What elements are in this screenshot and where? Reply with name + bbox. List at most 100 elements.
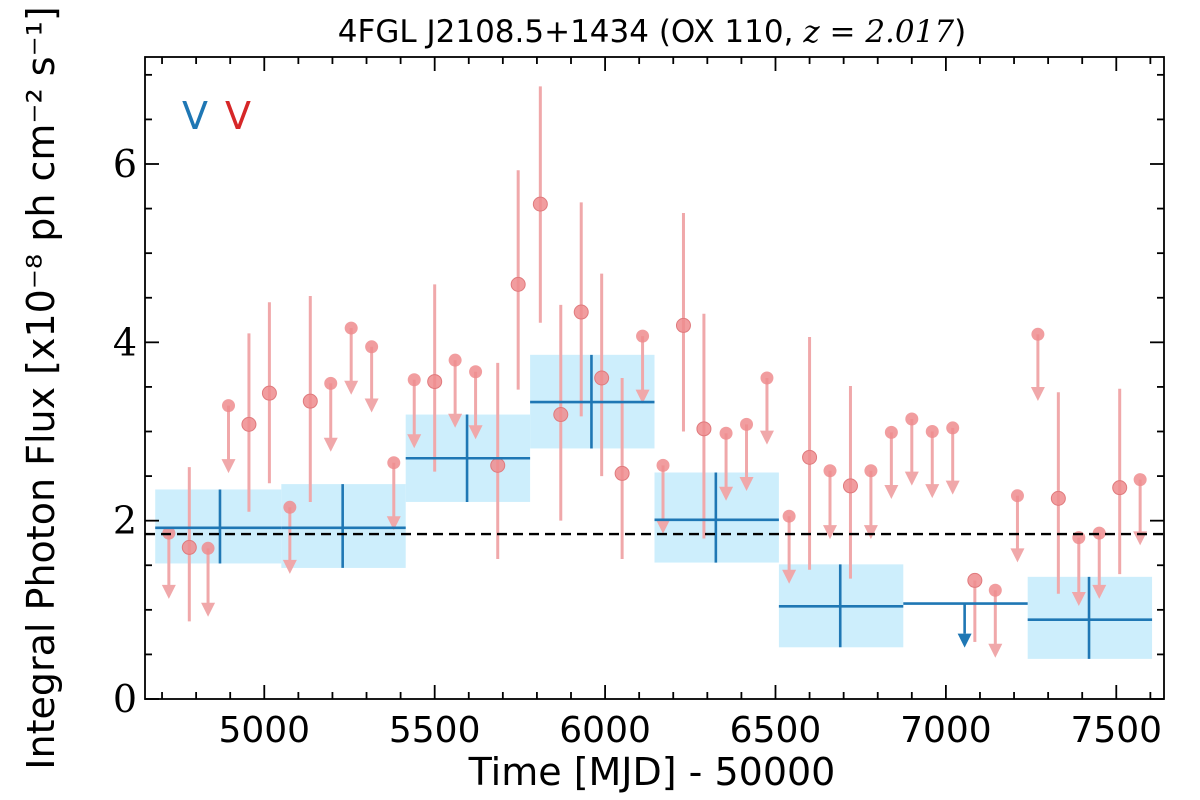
short-bin-limit-arrow — [344, 380, 359, 395]
short-bin-limit-point — [925, 425, 939, 438]
short-bin-limit-point — [864, 464, 878, 478]
short-bin-limit-point — [407, 373, 421, 387]
short-bin-limit-arrow — [988, 643, 1003, 658]
short-bin-limit-arrow — [782, 569, 797, 584]
short-bin-point — [573, 304, 589, 320]
short-bin-limit-arrow — [448, 413, 463, 428]
axis-ticks — [145, 57, 1164, 700]
short-bin-point — [181, 539, 197, 555]
short-bin-point — [594, 370, 610, 386]
short-bin-point — [1050, 490, 1066, 506]
plot-frame — [144, 56, 1165, 700]
short-bin-point — [696, 421, 712, 437]
short-bin-limit-arrow — [1030, 386, 1045, 401]
chart-title: 4FGL J2108.5+1434 (OX 110, z = 2.017) — [338, 14, 966, 50]
x-tick-label: 5500 — [389, 710, 481, 751]
short-bin-limit-point — [201, 541, 215, 555]
x-tick-label: 7500 — [1070, 710, 1162, 751]
short-bin-limit-arrow — [407, 434, 422, 449]
short-bin-limit-arrow — [221, 459, 236, 474]
y-tick-label: 2 — [113, 499, 137, 543]
short-bin-point — [1112, 480, 1128, 496]
short-bin-point — [842, 478, 858, 494]
x-tick-label: 7000 — [900, 710, 992, 751]
y-axis-label: Integral Photon Flux [x10⁻⁸ ph cm⁻² s⁻¹] — [19, 6, 63, 769]
short-bin-limit-arrow — [719, 486, 734, 501]
short-bin-limit-point — [636, 329, 650, 343]
short-bin-limit-arrow — [161, 584, 176, 599]
short-bin-limit-arrow — [823, 525, 838, 540]
short-bin-point — [302, 393, 318, 409]
short-bin-limit-point — [656, 458, 670, 472]
short-bin-limit-point — [344, 321, 358, 335]
short-bin-point — [675, 317, 691, 333]
long-bin-limit-arrow — [957, 633, 972, 648]
short-bin-limit-point — [1133, 473, 1147, 487]
short-bin-point — [553, 407, 569, 423]
short-bin-limit-point — [469, 365, 483, 379]
short-bin-limit-point — [946, 421, 960, 435]
short-bin-point — [510, 276, 526, 292]
short-bin-point — [490, 457, 506, 473]
chart-title-main: 4FGL J2108.5+1434 (OX 110, — [338, 14, 804, 50]
short-bin-point — [967, 572, 983, 588]
short-bin-points — [161, 86, 1148, 658]
short-bin-limit-point — [448, 353, 462, 367]
x-axis-label: Time [MJD] - 50000 — [468, 750, 836, 794]
x-tick-labels: 5000 5500 6000 6500 7000 7500 — [218, 710, 1162, 751]
legend-entry-red: V — [225, 94, 251, 138]
y-tick-labels: 0 2 4 6 — [113, 142, 137, 721]
short-bin-limit-arrow — [468, 425, 483, 440]
short-bin-limit-point — [988, 583, 1002, 597]
short-bin-limit-point — [324, 376, 338, 390]
legend-entry-blue: V — [182, 94, 208, 138]
short-bin-limit-point — [1092, 526, 1106, 540]
short-bin-limit-point — [740, 417, 754, 431]
long-bin-points — [155, 354, 1153, 659]
x-tick-label: 6500 — [730, 710, 822, 751]
short-bin-limit-arrow — [863, 525, 878, 540]
x-tick-label: 6000 — [559, 710, 651, 751]
short-bin-point — [614, 465, 630, 481]
y-tick-label: 0 — [113, 677, 137, 721]
short-bin-limit-arrow — [323, 437, 338, 452]
short-bin-limit-arrow — [739, 477, 754, 491]
short-bin-limit-point — [387, 456, 401, 470]
short-bin-limit-point — [221, 399, 235, 413]
chart-title-redshift: z = 2.017 — [802, 14, 954, 50]
short-bin-limit-arrow — [364, 398, 379, 413]
short-bin-limit-arrow — [282, 559, 297, 574]
short-bin-limit-arrow — [759, 430, 774, 445]
short-bin-limit-point — [884, 425, 898, 439]
short-bin-limit-arrow — [386, 516, 401, 531]
short-bin-point — [802, 449, 818, 465]
short-bin-point — [532, 196, 548, 212]
short-bin-limit-point — [365, 340, 379, 354]
short-bin-point — [427, 374, 443, 390]
short-bin-limit-point — [1010, 489, 1024, 503]
short-bin-limit-arrow — [884, 485, 899, 500]
short-bin-limit-point — [905, 412, 919, 426]
short-bin-limit-point — [1031, 327, 1045, 341]
short-bin-limit-arrow — [945, 480, 960, 495]
short-bin-limit-point — [782, 509, 796, 523]
short-bin-limit-arrow — [635, 389, 650, 404]
short-bin-point — [261, 385, 277, 401]
short-bin-limit-point — [283, 500, 297, 514]
short-bin-limit-point — [823, 464, 837, 478]
short-bin-limit-arrow — [904, 471, 919, 486]
chart-title-end: ) — [954, 14, 966, 50]
short-bin-limit-point — [760, 371, 774, 385]
short-bin-point — [241, 416, 257, 432]
y-tick-label: 6 — [113, 142, 137, 186]
short-bin-limit-arrow — [201, 602, 216, 617]
x-tick-label: 5000 — [218, 710, 310, 751]
short-bin-limit-point — [719, 426, 733, 440]
short-bin-limit-arrow — [656, 519, 671, 534]
short-bin-limit-arrow — [1010, 548, 1025, 563]
short-bin-limit-arrow — [1092, 584, 1107, 599]
short-bin-limit-arrow — [1071, 592, 1086, 607]
short-bin-limit-arrow — [925, 484, 940, 499]
y-tick-label: 4 — [113, 320, 137, 364]
